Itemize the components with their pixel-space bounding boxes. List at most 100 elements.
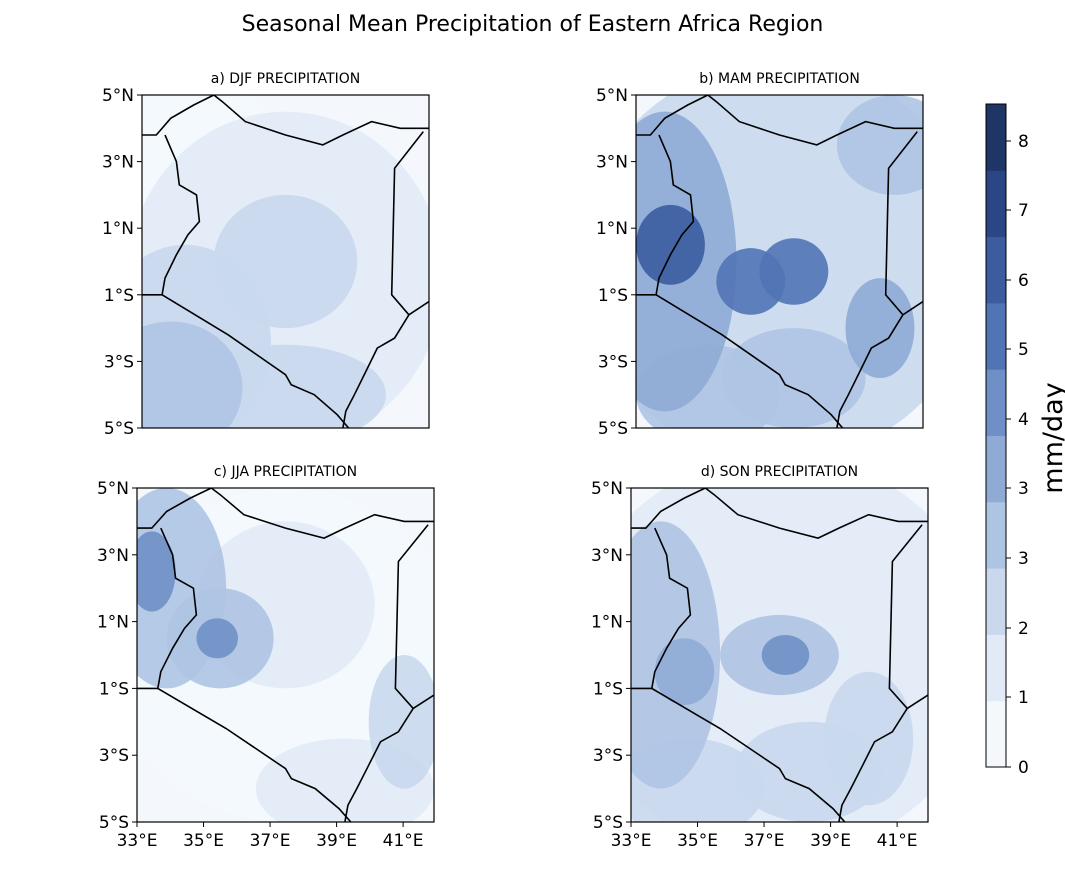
colorbar-tick-label: 6 — [1018, 271, 1029, 291]
map-panel-jja: c) JJA PRECIPITATION 5°N 3°N 1°N 1°S 3°S 5°S33… — [97, 464, 435, 851]
lat-tick-label: 1°S — [104, 286, 134, 306]
country-border — [342, 314, 410, 428]
country-border — [655, 134, 695, 295]
colorbar-tick-label: 3 — [1018, 549, 1029, 569]
lat-tick-label: 5°N — [591, 479, 623, 499]
country-border — [344, 707, 414, 822]
colorbar-segment — [986, 568, 1006, 635]
precip-contour — [368, 655, 434, 789]
lon-tick-label: 37°E — [744, 831, 785, 851]
lat-tick-label: 3°N — [97, 546, 129, 566]
colorbar-segment — [986, 501, 1006, 569]
lat-tick-label: 1°S — [598, 286, 628, 306]
precip-contour — [196, 618, 238, 659]
lat-tick-label: 3°S — [598, 352, 628, 372]
precip-contour — [845, 278, 915, 379]
country-border — [137, 687, 352, 822]
colorbar-segment — [986, 236, 1006, 304]
country-border — [631, 687, 846, 822]
precip-contour — [654, 638, 715, 706]
panel-title: d) SON PRECIPITATION — [701, 464, 858, 480]
lat-tick-label: 5°N — [102, 86, 134, 106]
panel-title: c) JJA PRECIPITATION — [214, 464, 357, 480]
lat-tick-label: 3°S — [593, 746, 623, 766]
precip-contour — [213, 194, 358, 329]
lat-tick-label: 5°S — [598, 419, 628, 439]
lon-tick-label: 39°E — [316, 831, 357, 851]
lat-tick-label: 3°N — [596, 153, 628, 173]
country-border — [888, 524, 928, 710]
precipitation-field — [636, 95, 923, 428]
colorbar-tick-label: 8 — [1018, 132, 1029, 152]
precip-contour — [761, 634, 810, 676]
lat-tick-label: 1°N — [591, 613, 623, 633]
lat-tick-label: 5°N — [596, 86, 628, 106]
lon-tick-label: 39°E — [810, 831, 851, 851]
colorbar-tick-label: 5 — [1018, 340, 1029, 360]
lat-tick-label: 3°N — [591, 546, 623, 566]
map-panel-mam: b) MAM PRECIPITATION 5°N 3°N 1°N 1°S 3°S 5°S — [596, 71, 924, 439]
country-border — [884, 131, 923, 316]
lon-tick-label: 33°E — [611, 831, 652, 851]
lat-tick-label: 3°S — [104, 352, 134, 372]
lat-tick-label: 3°S — [99, 746, 129, 766]
colorbar-tick-label: 0 — [1018, 758, 1029, 778]
precip-contour — [142, 321, 243, 428]
lat-tick-label: 1°S — [99, 679, 129, 699]
panel-title: b) MAM PRECIPITATION — [699, 71, 860, 87]
colorbar-tick-label: 3 — [1018, 479, 1029, 499]
lon-tick-label: 37°E — [250, 831, 291, 851]
colorbar-segment — [986, 104, 1006, 171]
precipitation-field — [142, 95, 429, 428]
country-border — [631, 488, 928, 539]
country-border — [636, 95, 923, 146]
colorbar-label: mm/day — [1038, 382, 1065, 493]
precip-contour — [836, 95, 923, 195]
precipitation-field — [137, 488, 434, 822]
lat-tick-label: 5°S — [104, 419, 134, 439]
country-border — [161, 134, 201, 295]
country-border — [838, 707, 908, 822]
country-border — [390, 131, 429, 316]
lon-tick-label: 41°E — [383, 831, 424, 851]
lat-tick-label: 3°N — [102, 153, 134, 173]
colorbar-tick-label: 4 — [1018, 410, 1029, 430]
country-border — [142, 95, 429, 146]
precipitation-field — [631, 488, 928, 822]
lat-tick-label: 1°S — [593, 679, 623, 699]
map-frame — [630, 487, 929, 823]
lat-tick-label: 1°N — [97, 613, 129, 633]
colorbar-frame — [985, 103, 1007, 768]
colorbar-segment — [986, 302, 1006, 370]
lat-tick-label: 1°N — [596, 219, 628, 239]
country-border — [836, 314, 904, 428]
lon-tick-label: 41°E — [877, 831, 918, 851]
colorbar-segment — [986, 435, 1006, 503]
colorbar-tick-label: 7 — [1018, 201, 1029, 221]
country-border — [636, 293, 844, 428]
precip-contour — [759, 238, 829, 305]
colorbar-segment — [986, 700, 1006, 768]
country-border — [651, 527, 692, 689]
colorbar-tick-label: 1 — [1018, 688, 1029, 708]
figure-title: Seasonal Mean Precipitation of Eastern A… — [241, 12, 824, 37]
map-frame — [136, 487, 435, 823]
lat-tick-label: 5°S — [593, 813, 623, 833]
lat-tick-label: 5°N — [97, 479, 129, 499]
country-border — [394, 524, 434, 710]
colorbar-segment — [986, 369, 1006, 436]
lon-tick-label: 35°E — [183, 831, 224, 851]
country-border — [157, 527, 198, 689]
lon-tick-label: 35°E — [677, 831, 718, 851]
map-panel-djf: a) DJF PRECIPITATION 5°N 3°N 1°N 1°S 3°S 5°S — [102, 71, 430, 439]
lon-tick-label: 33°E — [117, 831, 158, 851]
map-frame — [141, 94, 430, 429]
map-panel-son: d) SON PRECIPITATION 5°N 3°N 1°N 1°S 3°S 5°S33… — [591, 464, 929, 851]
colorbar: 0 1 2 3 3 4 5 6 7 8 mm/day — [985, 103, 1065, 778]
country-border — [142, 293, 350, 428]
colorbar-tick-label: 2 — [1018, 619, 1029, 639]
precip-contour — [636, 204, 705, 285]
panel-title: a) DJF PRECIPITATION — [211, 71, 361, 87]
map-frame — [635, 94, 924, 429]
